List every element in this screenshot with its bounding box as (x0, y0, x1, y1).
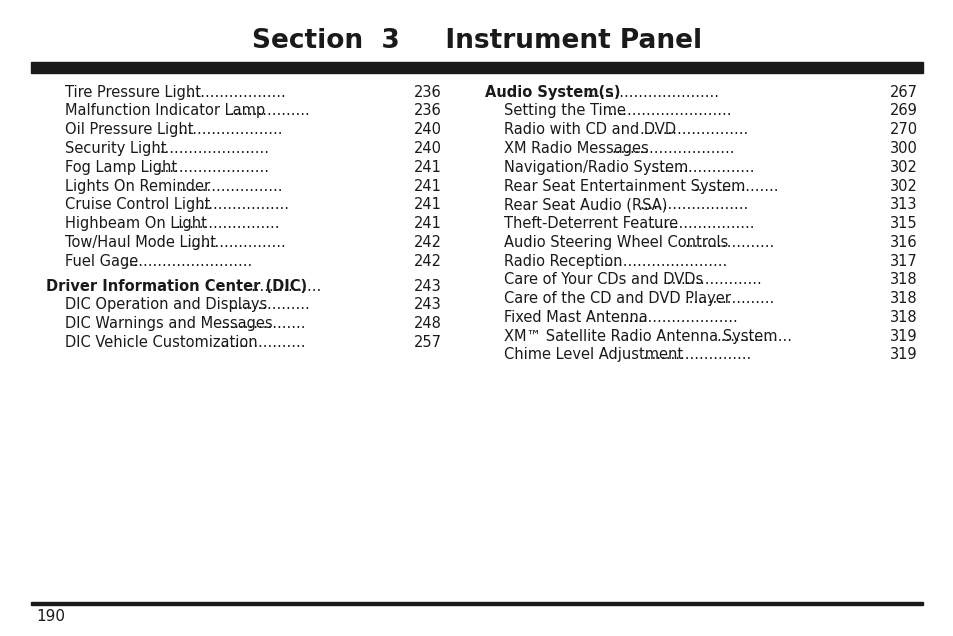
Text: .....................: ..................... (186, 235, 286, 250)
Text: ..........................: .......................... (610, 141, 734, 156)
Text: 267: 267 (889, 85, 917, 100)
Text: DIC Operation and Displays: DIC Operation and Displays (65, 298, 267, 312)
Text: Care of the CD and DVD Player: Care of the CD and DVD Player (503, 291, 730, 306)
Text: 300: 300 (889, 141, 917, 156)
Text: ......................: ...................... (178, 179, 282, 193)
Text: Radio with CD and DVD: Radio with CD and DVD (503, 122, 675, 137)
Text: 242: 242 (414, 235, 441, 250)
Text: .....................: ..................... (661, 272, 760, 287)
Text: 236: 236 (414, 85, 441, 100)
Text: Theft-Deterrent Feature: Theft-Deterrent Feature (503, 216, 678, 231)
Text: Radio Reception: Radio Reception (503, 254, 621, 268)
Text: 257: 257 (414, 335, 441, 350)
Text: Driver Information Center (DIC): Driver Information Center (DIC) (46, 279, 307, 294)
Text: 248: 248 (414, 316, 441, 331)
Text: 190: 190 (36, 609, 65, 625)
Text: Fuel Gage: Fuel Gage (65, 254, 138, 268)
Text: .................: ................. (229, 104, 310, 118)
Text: Audio System(s): Audio System(s) (484, 85, 619, 100)
Text: .................: ................. (229, 298, 310, 312)
Text: Section  3     Instrument Panel: Section 3 Instrument Panel (252, 29, 701, 54)
Text: 316: 316 (889, 235, 917, 250)
Text: ...................: ................... (684, 291, 774, 306)
Text: Chime Level Adjustment: Chime Level Adjustment (503, 347, 682, 363)
Text: 240: 240 (414, 122, 441, 137)
Text: ..................: .................. (220, 335, 306, 350)
Bar (30, 602, 923, 605)
Text: Fog Lamp Light: Fog Lamp Light (65, 160, 177, 175)
Text: Cruise Control Light: Cruise Control Light (65, 197, 210, 212)
Text: 270: 270 (889, 122, 917, 137)
Text: 269: 269 (889, 104, 917, 118)
Text: 302: 302 (889, 179, 917, 193)
Text: Care of Your CDs and DVDs: Care of Your CDs and DVDs (503, 272, 702, 287)
Text: 313: 313 (889, 197, 917, 212)
Text: ..................: .................. (220, 316, 306, 331)
Text: .....................: ..................... (186, 85, 286, 100)
Text: Malfunction Indicator Lamp: Malfunction Indicator Lamp (65, 104, 265, 118)
Text: ...................: ................... (684, 235, 774, 250)
Text: ................: ................ (715, 329, 791, 343)
Text: ........................: ........................ (155, 160, 269, 175)
Text: 241: 241 (414, 197, 441, 212)
Text: ....................: .................... (194, 197, 290, 212)
Text: .......................: ....................... (639, 122, 747, 137)
Text: 318: 318 (889, 310, 917, 325)
Text: DIC Warnings and Messages: DIC Warnings and Messages (65, 316, 273, 331)
Text: 319: 319 (889, 329, 917, 343)
Text: 241: 241 (414, 179, 441, 193)
Text: ...............: ............... (250, 279, 321, 294)
Text: .......................: ....................... (639, 197, 747, 212)
Text: 243: 243 (414, 298, 441, 312)
Text: Rear Seat Entertainment System: Rear Seat Entertainment System (503, 179, 744, 193)
Text: 243: 243 (414, 279, 441, 294)
Text: XM™ Satellite Radio Antenna System: XM™ Satellite Radio Antenna System (503, 329, 777, 343)
Text: 242: 242 (414, 254, 441, 268)
Text: ..................: .................. (693, 179, 778, 193)
Text: Audio Steering Wheel Controls: Audio Steering Wheel Controls (503, 235, 727, 250)
Text: ..........................: .......................... (607, 104, 731, 118)
Text: 319: 319 (889, 347, 917, 363)
Text: Navigation/Radio System: Navigation/Radio System (503, 160, 687, 175)
Text: ...........................: ........................... (124, 254, 252, 268)
Text: 241: 241 (414, 160, 441, 175)
Text: .........................: ......................... (618, 310, 738, 325)
Text: 236: 236 (414, 104, 441, 118)
Text: Lights On Reminder: Lights On Reminder (65, 179, 210, 193)
Text: ...........................: ........................... (598, 254, 727, 268)
Text: Oil Pressure Light: Oil Pressure Light (65, 122, 193, 137)
Text: DIC Vehicle Customization: DIC Vehicle Customization (65, 335, 257, 350)
Text: ......................: ...................... (650, 160, 754, 175)
Text: Highbeam On Light: Highbeam On Light (65, 216, 207, 231)
Text: XM Radio Messages: XM Radio Messages (503, 141, 648, 156)
Text: 302: 302 (889, 160, 917, 175)
Text: 241: 241 (414, 216, 441, 231)
Text: Fixed Mast Antenna: Fixed Mast Antenna (503, 310, 647, 325)
Text: Tire Pressure Light: Tire Pressure Light (65, 85, 201, 100)
Text: 317: 317 (889, 254, 917, 268)
Text: ......................: ...................... (174, 216, 279, 231)
Text: ......................: ...................... (650, 216, 754, 231)
Text: Tow/Haul Mode Light: Tow/Haul Mode Light (65, 235, 215, 250)
Text: 240: 240 (414, 141, 441, 156)
Bar (30, 62, 923, 73)
Text: 315: 315 (889, 216, 917, 231)
Text: Rear Seat Audio (RSA): Rear Seat Audio (RSA) (503, 197, 666, 212)
Text: ............................: ............................ (586, 85, 720, 100)
Text: Security Light: Security Light (65, 141, 166, 156)
Text: ......................: ...................... (178, 122, 282, 137)
Text: 318: 318 (889, 272, 917, 287)
Text: 318: 318 (889, 291, 917, 306)
Text: Setting the Time: Setting the Time (503, 104, 625, 118)
Text: .......................: ....................... (641, 347, 751, 363)
Text: ........................: ........................ (155, 141, 269, 156)
